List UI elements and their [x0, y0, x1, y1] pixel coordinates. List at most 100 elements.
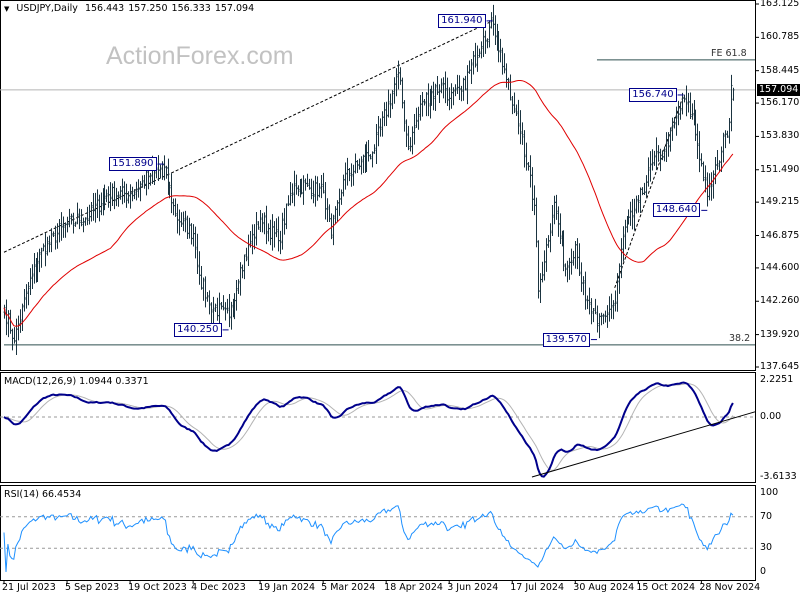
rsi-axis-label: 70	[760, 510, 773, 522]
price-bar	[346, 157, 349, 186]
price-bar	[478, 48, 481, 58]
price-bar	[109, 182, 112, 212]
price-axis-label: 146.875	[760, 229, 800, 241]
price-bar	[314, 175, 317, 207]
price-bar	[371, 151, 374, 168]
price-bar	[200, 265, 203, 290]
price-bar	[618, 263, 621, 294]
price-bar	[397, 60, 400, 90]
macd-trendline	[531, 411, 756, 478]
price-bar	[574, 240, 577, 269]
price-bar	[27, 281, 30, 306]
price-bar	[616, 273, 619, 312]
price-bar	[562, 230, 565, 272]
price-bar	[724, 130, 727, 149]
price-bar	[82, 217, 85, 233]
price-bar	[176, 203, 179, 234]
trendline	[614, 94, 685, 289]
price-bar	[620, 238, 623, 279]
price-bar	[125, 183, 128, 208]
price-bar	[9, 309, 12, 334]
price-bar	[525, 142, 528, 171]
collapse-triangle-icon[interactable]: ▼	[4, 5, 10, 13]
price-bar	[576, 238, 579, 270]
price-bar	[610, 293, 613, 319]
quote-close: 157.094	[214, 3, 255, 14]
price-bar	[716, 149, 719, 170]
price-bar	[190, 223, 193, 245]
price-axis-label: 160.785	[760, 31, 800, 43]
rsi-axis-label: 30	[760, 542, 773, 554]
price-bar	[655, 137, 658, 171]
price-bar	[482, 27, 485, 57]
price-bar	[651, 149, 654, 171]
fib-level-label: FE 61.8	[711, 47, 747, 59]
price-bar	[580, 262, 583, 292]
price-bar	[492, 4, 495, 36]
price-bar	[718, 160, 721, 173]
price-bar	[488, 20, 491, 48]
price-bar	[470, 59, 473, 85]
price-bar	[58, 219, 61, 243]
price-bar	[172, 198, 175, 216]
price-bar	[293, 170, 296, 207]
price-bar	[377, 115, 380, 147]
price-bar	[141, 175, 144, 188]
price-bar	[450, 83, 453, 109]
price-bar	[687, 92, 690, 113]
price-bar	[52, 231, 55, 237]
price-bar	[586, 295, 589, 310]
price-bar	[180, 212, 183, 228]
price-bar	[509, 74, 512, 101]
price-bar	[677, 100, 680, 126]
price-panel[interactable]	[0, 4, 755, 355]
price-bar	[340, 189, 343, 205]
macd-panel[interactable]	[0, 381, 756, 478]
price-bar	[7, 310, 10, 338]
price-bar	[143, 174, 146, 189]
price-bar	[519, 110, 522, 145]
price-bar	[730, 74, 733, 132]
price-bar	[287, 195, 290, 207]
price-bar	[572, 250, 575, 266]
price-bar	[121, 178, 124, 205]
price-bar	[600, 312, 603, 326]
price-bar	[419, 95, 422, 121]
price-bar	[233, 293, 236, 320]
price-bar	[413, 113, 416, 145]
price-bar	[633, 198, 636, 231]
price-bar	[334, 206, 337, 225]
price-bar	[70, 213, 73, 225]
price-bar	[281, 212, 284, 250]
price-bar	[46, 236, 49, 256]
price-bar	[163, 155, 166, 181]
price-bar	[105, 189, 108, 203]
price-bar	[460, 85, 463, 102]
macd-axis-label: 0.00	[760, 410, 782, 422]
price-bar	[720, 146, 723, 173]
price-bar	[342, 174, 345, 197]
price-bar	[358, 158, 361, 170]
price-bar	[149, 172, 152, 186]
price-annotation-156.740: 156.740	[629, 87, 677, 102]
price-bar	[557, 206, 560, 237]
price-bar	[265, 205, 268, 245]
price-bar	[350, 163, 353, 187]
date-axis-label: 5 Sep 2023	[65, 582, 120, 593]
price-bar	[92, 193, 95, 221]
price-bar	[401, 77, 404, 109]
date-axis-label: 21 Jul 2023	[2, 582, 56, 593]
rsi-panel[interactable]	[0, 503, 755, 573]
price-bar	[44, 233, 47, 267]
price-bar	[344, 162, 347, 190]
price-bar	[23, 289, 26, 312]
date-axis-label: 19 Oct 2023	[128, 582, 187, 593]
price-bar	[295, 174, 298, 195]
price-bar	[253, 224, 256, 250]
price-bar	[675, 106, 678, 136]
price-bar	[38, 248, 41, 273]
price-bar	[641, 187, 644, 196]
price-bar	[241, 264, 244, 279]
price-bar	[555, 194, 558, 220]
